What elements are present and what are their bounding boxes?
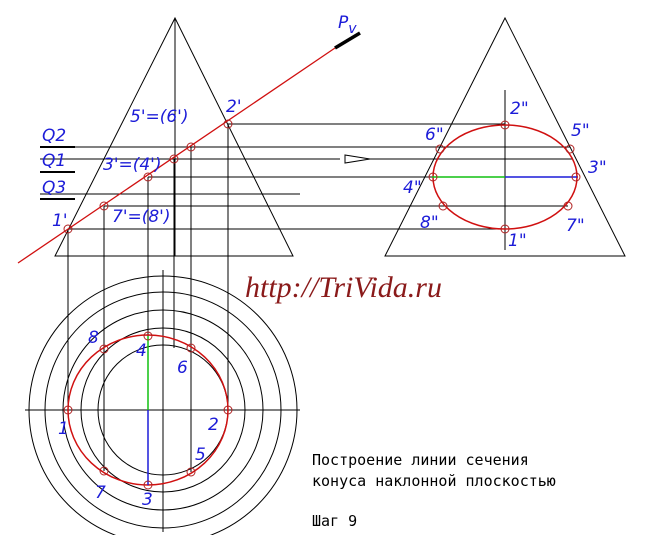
point-label: 2'	[226, 97, 242, 117]
level-label: Q1	[42, 151, 66, 171]
point-label: 7"	[566, 216, 585, 236]
point-label: 4	[136, 341, 147, 361]
point-label: 1	[58, 419, 69, 439]
caption: Построение линии сечения	[312, 451, 529, 469]
level-label: Q2	[42, 126, 66, 146]
point-label: 7	[95, 483, 106, 503]
point-label: 5'=(6')	[130, 107, 189, 127]
point-label: 5	[195, 445, 206, 465]
point-label: 5"	[571, 121, 590, 141]
projection-lines	[67, 124, 229, 472]
watermark: http://TriVida.ru	[245, 271, 442, 304]
point-label: 1'	[52, 211, 68, 231]
caption: конуса наклонной плоскостью	[312, 472, 556, 490]
point-label: 6"	[425, 125, 444, 145]
level-label: Q3	[42, 178, 66, 198]
point-label: 4"	[403, 178, 422, 198]
caption: Шаг 9	[312, 512, 357, 530]
plan-view	[25, 270, 300, 535]
plane-label: Pv	[338, 13, 357, 37]
point-label: 1"	[508, 231, 527, 251]
point-label: 3"	[588, 158, 607, 178]
point-label: 8"	[420, 213, 439, 233]
point-label: 3'=(4')	[103, 155, 162, 175]
point-label: 7'=(8')	[112, 207, 171, 227]
point-label: 2	[208, 415, 219, 435]
plane-line	[334, 31, 361, 50]
point-label: 8	[88, 328, 99, 348]
point-label: 6	[177, 358, 188, 378]
point-markers	[63, 119, 581, 490]
profile-cone	[384, 16, 626, 257]
point-label: 3	[142, 490, 153, 510]
projection-lines	[40, 123, 578, 230]
point-label: 2"	[510, 99, 529, 119]
